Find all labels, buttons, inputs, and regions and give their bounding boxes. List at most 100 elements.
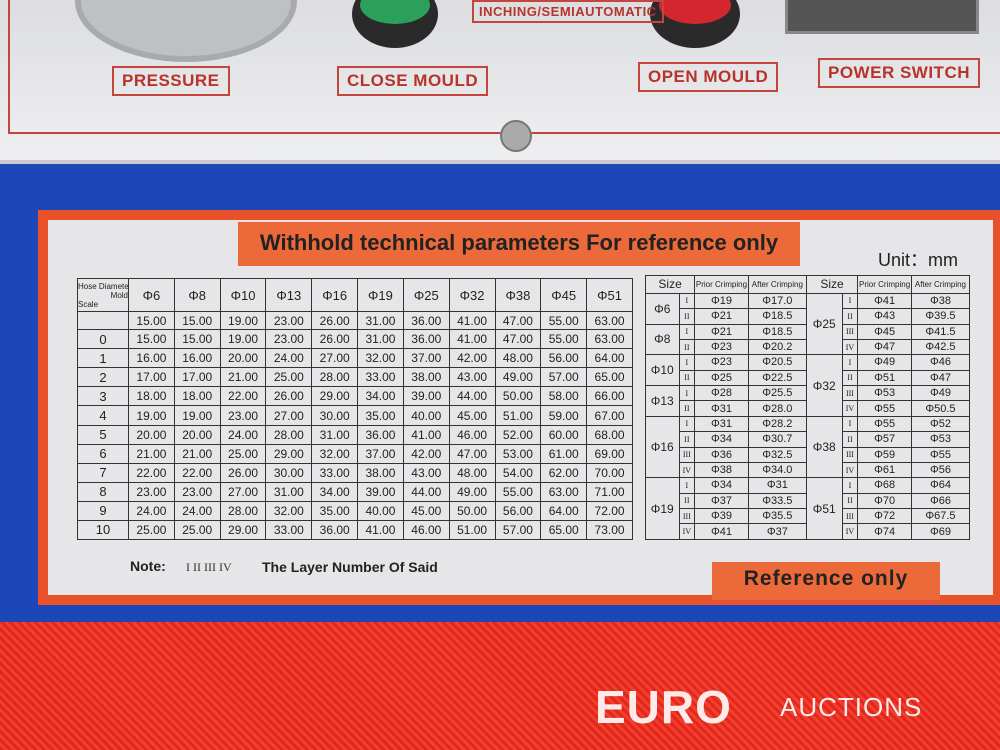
scale-cell [77, 311, 129, 331]
crimp-cell: Φ64 [910, 477, 971, 494]
value-cell: 32.00 [265, 500, 313, 521]
crimp-cell: Φ20.5 [747, 354, 807, 371]
crimp-cell: Φ34 [694, 431, 749, 448]
value-cell: 17.00 [128, 367, 175, 388]
value-cell: 17.00 [173, 367, 221, 388]
scale-table: Hose Diameter Mold Scale Φ6 Φ8 Φ10 Φ13 Φ16 Φ19 Φ2… [77, 277, 633, 541]
size-cell: Φ19 [645, 477, 680, 540]
crimp-cell: Φ68 [857, 477, 912, 494]
value-cell: 66.00 [586, 386, 633, 407]
value-cell: 26.00 [219, 462, 267, 483]
crimp-cell: Φ17.0 [747, 292, 807, 310]
power-switch-label: POWER SWITCH [818, 58, 980, 88]
crimp-cell: Φ50.5 [910, 400, 971, 417]
column-header: Φ10 [219, 277, 267, 313]
title-banner [238, 222, 800, 266]
value-cell: 57.00 [494, 519, 542, 541]
value-cell: 54.00 [494, 462, 542, 483]
column-header: Φ8 [173, 277, 221, 313]
watermark-brand: EURO [595, 681, 732, 733]
crimp-cell: Φ53 [857, 384, 912, 402]
value-cell: 63.00 [586, 311, 633, 331]
value-cell: 33.00 [357, 367, 404, 388]
layer-cell: III [678, 507, 696, 525]
header-cell: Size [644, 275, 696, 294]
crimp-cell: Φ31 [747, 477, 807, 494]
value-cell: 34.00 [311, 481, 359, 502]
value-cell: 55.00 [540, 329, 588, 350]
crimp-cell: Φ55 [857, 400, 912, 417]
data-row: 0 15.00 15.00 19.00 23.00 26.00 31.00 36.00 41.0… [77, 329, 633, 350]
reference-box [712, 562, 940, 600]
data-row: 7 22.00 22.00 26.00 30.00 33.00 38.00 43.00 48.0… [77, 462, 633, 483]
watermark-suffix: AUCTIONS [780, 692, 923, 722]
layer-cell: I [678, 477, 696, 494]
crimp-cell: Φ47 [857, 338, 912, 356]
value-cell: 19.00 [173, 405, 221, 426]
value-cell: 61.00 [540, 443, 588, 464]
value-cell: 21.00 [128, 443, 175, 464]
data-row: 2 17.00 17.00 21.00 25.00 28.00 33.00 38.00 43.0… [77, 367, 633, 388]
value-cell: 55.00 [494, 481, 542, 502]
value-cell: 36.00 [357, 424, 404, 445]
value-cell: 21.00 [173, 443, 221, 464]
value-cell: 32.00 [311, 443, 359, 464]
layer-cell: II [678, 492, 696, 510]
value-cell: 31.00 [357, 311, 404, 331]
scale-cell: 10 [77, 519, 129, 541]
crimp-cell: Φ42.5 [910, 338, 971, 356]
crimp-cell: Φ46 [910, 354, 971, 371]
green-button [352, 0, 438, 48]
value-cell: 30.00 [311, 405, 359, 426]
value-cell: 26.00 [311, 329, 359, 350]
header-cell: Size [805, 275, 859, 294]
layer-cell: I [841, 354, 859, 371]
value-cell: 56.00 [494, 500, 542, 521]
value-cell: 73.00 [586, 519, 633, 541]
crimp-cell: Φ69 [910, 523, 971, 540]
close-mould-label: CLOSE MOULD [337, 66, 489, 96]
size-cell: Φ10 [645, 354, 680, 386]
crimp-cell: Φ28.0 [747, 400, 807, 417]
crimp-cell: Φ61 [857, 461, 912, 479]
value-cell: 67.00 [586, 405, 633, 426]
column-header: Φ45 [540, 277, 588, 313]
layer-cell: III [841, 323, 859, 340]
crimp-cell: Φ32.5 [747, 446, 807, 463]
value-cell: 37.00 [357, 443, 404, 464]
crimp-cell: Φ37 [747, 523, 807, 540]
scale-cell: 7 [77, 462, 129, 483]
value-cell: 69.00 [586, 443, 633, 464]
value-cell: 24.00 [173, 500, 221, 521]
data-row: IV Φ38 Φ34.0 IV Φ61 Φ56 [646, 461, 971, 479]
data-row: IV Φ41 Φ37 IV Φ74 Φ69 [646, 523, 971, 540]
value-cell: 53.00 [494, 443, 542, 464]
value-cell: 19.00 [219, 329, 267, 350]
data-row: 15.00 15.00 19.00 23.00 26.00 31.00 36.00 41.00… [77, 311, 633, 331]
layer-cell: IV [678, 461, 696, 479]
value-cell: 43.00 [448, 367, 496, 388]
data-row: III Φ36 Φ32.5 III Φ59 Φ55 [646, 446, 971, 463]
layer-cell: II [678, 431, 696, 448]
crimp-cell: Φ22.5 [747, 369, 807, 387]
value-cell: 33.00 [265, 519, 313, 541]
layer-cell: I [678, 384, 696, 402]
layer-cell: I [678, 354, 696, 371]
value-cell: 40.00 [402, 405, 450, 426]
value-cell: 23.00 [265, 311, 313, 331]
crimp-cell: Φ20.2 [747, 338, 807, 356]
size-cell: Φ16 [645, 415, 680, 479]
crimp-cell: Φ45 [857, 323, 912, 340]
value-cell: 23.00 [173, 481, 221, 502]
value-cell: 45.00 [448, 405, 496, 426]
data-row: 4 19.00 19.00 23.00 27.00 30.00 35.00 40.00 45.0… [77, 405, 633, 426]
crimp-cell: Φ47 [910, 369, 971, 387]
value-cell: 29.00 [311, 386, 359, 407]
data-row: 6 21.00 21.00 25.00 29.00 32.00 37.00 42.00 47.0… [77, 443, 633, 464]
layer-cell: II [841, 431, 859, 448]
value-cell: 27.00 [265, 405, 313, 426]
layer-cell: III [841, 507, 859, 525]
value-cell: 47.00 [494, 311, 542, 331]
value-cell: 25.00 [173, 519, 221, 541]
